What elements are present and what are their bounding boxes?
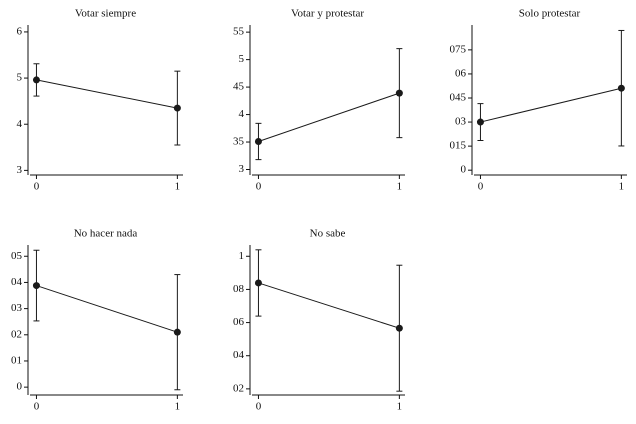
line [36,79,178,109]
y-tick-label: 04 [233,349,245,361]
y-tick-label: 03 [11,302,23,314]
y-tick-label: 02 [233,382,244,394]
point [395,324,403,332]
panel-title: Votar siempre [75,8,136,20]
panel-title: No sabe [310,228,346,240]
x-tick-label: 1 [619,181,625,193]
y-tick-label: 55 [233,26,245,38]
y-tick-label: 01 [11,354,22,366]
y-tick-label: 0 [461,164,467,176]
y-tick-label: 015 [450,140,467,152]
y-tick-label: 03 [455,116,467,128]
x-tick-label: 0 [478,181,484,193]
point [32,76,40,84]
y-tick-label: 08 [233,283,245,295]
y-tick-label: 05 [11,250,23,262]
line [258,282,400,329]
x-tick-label: 1 [397,181,403,193]
y-tick-label: 04 [11,276,23,288]
point [395,89,403,97]
y-tick-label: 45 [233,81,245,93]
point [173,328,181,336]
x-tick-label: 0 [34,181,40,193]
y-tick-label: 075 [450,43,467,55]
point [32,282,40,290]
point [173,104,181,112]
line [480,87,622,123]
y-tick-label: 1 [239,250,245,262]
point [617,84,625,92]
y-tick-label: 4 [239,108,245,120]
x-tick-label: 1 [397,401,403,413]
point [254,137,262,145]
line [258,92,400,142]
x-tick-label: 1 [175,181,181,193]
x-tick-label: 0 [256,181,262,193]
point [254,279,262,287]
x-tick-label: 1 [175,401,181,413]
y-tick-label: 06 [455,67,467,79]
y-tick-label: 3 [17,164,23,176]
y-tick-label: 0 [17,381,23,393]
y-tick-label: 4 [17,118,23,130]
y-tick-label: 6 [17,25,23,37]
y-tick-label: 5 [17,72,23,84]
y-tick-label: 5 [239,53,245,65]
point [476,118,484,126]
panel-title: Solo protestar [519,8,581,20]
y-tick-label: 06 [233,316,245,328]
y-tick-label: 35 [233,136,245,148]
y-tick-label: 02 [11,328,22,340]
x-tick-label: 0 [256,401,262,413]
y-tick-label: 3 [239,163,245,175]
panel-title: No hacer nada [74,228,138,240]
x-tick-label: 0 [34,401,40,413]
line [36,285,178,333]
y-tick-label: 045 [450,92,467,104]
panel-title: Votar y protestar [291,8,364,20]
